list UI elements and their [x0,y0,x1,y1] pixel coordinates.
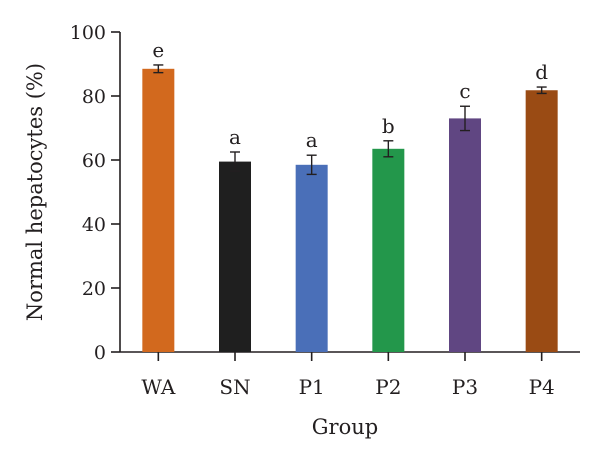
x-tick-label: WA [141,375,176,399]
bar-P4 [525,90,558,353]
x-tick-label: P1 [299,375,325,399]
error-bar [460,105,470,132]
x-axis: WA SN P1 P2 P3 P4 [120,351,580,399]
y-tick-label: 40 [82,214,106,236]
x-axis-title: Group [312,415,378,439]
bars-group: e a a b c d [142,38,558,353]
y-axis-title: Normal hepatocytes (%) [23,63,47,321]
error-bar [306,154,317,176]
y-tick-label: 60 [82,150,106,172]
significance-label: b [382,114,395,138]
y-tick-label: 100 [70,22,106,44]
y-tick-label: 80 [82,86,106,108]
error-bar [383,140,394,158]
bar-P3 [449,118,481,353]
significance-label: d [535,60,548,84]
bar-P1 [295,164,328,352]
error-bar [230,151,240,172]
x-tick-label: P2 [375,375,401,399]
significance-label: a [229,125,241,149]
significance-label: c [459,79,470,103]
y-axis: 0 20 40 60 80 100 [70,22,121,364]
significance-label: a [306,128,318,152]
error-bar [536,86,547,95]
bar-SN [219,161,251,352]
x-tick-label: P3 [452,375,478,399]
bar-P2 [372,148,405,352]
bar-WA [142,68,175,353]
y-tick-label: 0 [94,342,106,364]
error-bar [153,64,164,74]
x-tick-label: P4 [529,375,555,399]
x-tick-label: SN [219,375,250,399]
significance-label: e [152,38,164,62]
y-tick-label: 20 [82,278,106,300]
